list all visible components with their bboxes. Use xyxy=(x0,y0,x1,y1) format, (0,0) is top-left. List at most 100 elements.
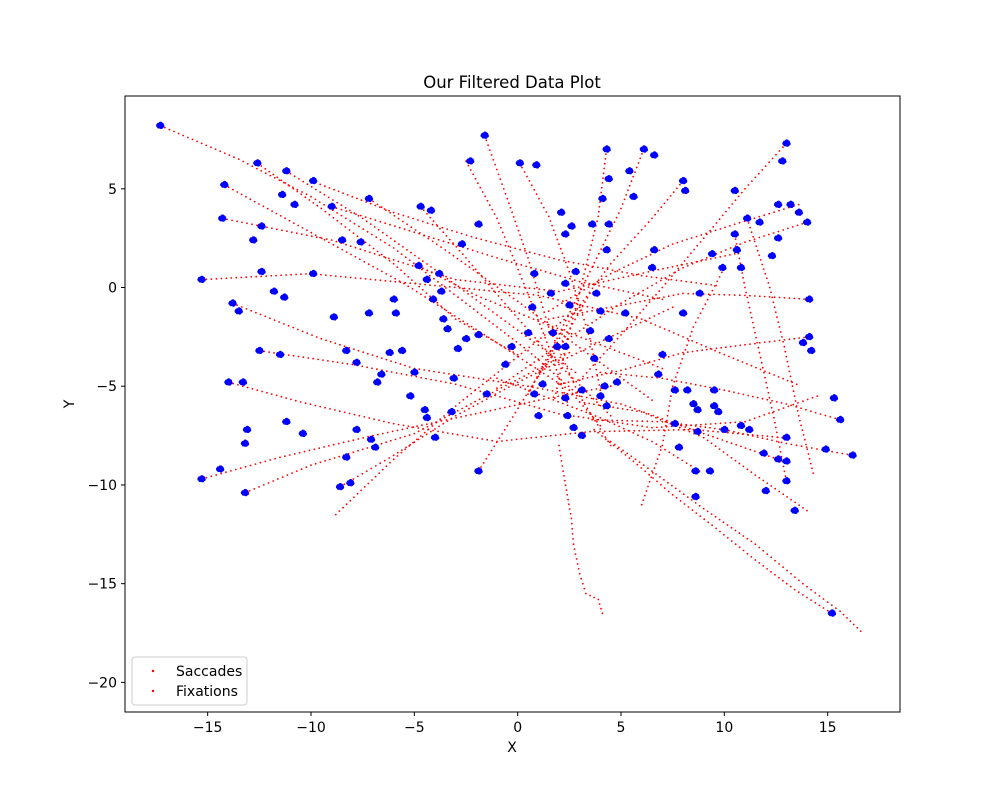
fixation-point xyxy=(280,353,285,357)
saccade-point xyxy=(372,265,374,268)
saccade-point xyxy=(599,424,602,427)
saccade-point xyxy=(210,278,213,280)
saccade-point xyxy=(620,304,622,307)
saccade-point xyxy=(480,238,483,241)
saccade-point xyxy=(404,448,407,451)
saccade-point xyxy=(786,379,789,382)
saccade-point xyxy=(755,366,757,369)
saccade-point xyxy=(816,448,818,450)
saccade-point xyxy=(559,332,562,335)
saccade-point xyxy=(692,326,695,328)
saccade-point xyxy=(327,196,330,199)
saccade-point xyxy=(755,336,757,339)
fixation-point xyxy=(313,179,318,184)
saccade-point xyxy=(578,293,580,295)
saccade-point xyxy=(774,426,777,429)
fixation-point xyxy=(428,297,433,302)
saccade-point xyxy=(225,277,228,280)
saccade-point xyxy=(551,378,554,380)
saccade-point xyxy=(643,429,645,432)
saccade-point xyxy=(642,289,644,292)
saccade-point xyxy=(447,311,450,314)
saccade-point xyxy=(738,294,741,297)
fixation-point xyxy=(576,270,580,274)
saccade-point xyxy=(459,320,461,323)
fixation-point xyxy=(627,167,632,171)
saccade-point xyxy=(250,276,253,278)
saccade-point xyxy=(523,375,525,377)
saccade-point xyxy=(788,297,791,299)
saccade-point xyxy=(226,218,229,221)
saccade-point xyxy=(714,515,717,518)
saccade-point xyxy=(593,283,596,286)
saccade-point xyxy=(241,221,243,224)
fixation-point xyxy=(233,301,237,306)
saccade-point xyxy=(782,229,785,231)
saccade-point xyxy=(451,229,453,232)
saccade-point xyxy=(420,293,422,296)
saccade-point xyxy=(545,435,547,438)
saccade-point xyxy=(599,343,602,346)
fixation-point xyxy=(798,341,803,345)
saccade-point xyxy=(520,303,523,306)
fixation-point xyxy=(437,269,442,274)
saccade-point xyxy=(599,428,602,430)
saccade-point xyxy=(695,282,698,284)
saccade-point xyxy=(396,455,399,457)
fixation-point xyxy=(722,425,727,430)
saccade-point xyxy=(533,341,536,344)
saccade-point xyxy=(360,199,363,202)
saccade-point xyxy=(578,330,581,332)
saccade-point xyxy=(563,391,566,394)
saccade-point xyxy=(535,268,537,270)
saccade-point xyxy=(396,429,399,432)
saccade-point xyxy=(754,295,756,297)
saccade-point xyxy=(262,205,265,208)
fixation-point xyxy=(698,408,702,413)
saccade-point xyxy=(572,261,575,264)
saccade-point xyxy=(381,432,384,435)
saccade-point xyxy=(778,490,781,493)
saccade-point xyxy=(681,240,684,242)
saccade-point xyxy=(233,156,235,159)
fixation-point xyxy=(479,469,483,474)
saccade-point xyxy=(544,336,546,339)
saccade-point xyxy=(534,281,537,284)
saccade-point xyxy=(613,443,616,446)
saccade-point xyxy=(547,354,550,357)
fixation-point xyxy=(602,404,607,408)
saccade-point xyxy=(625,194,628,196)
saccade-point xyxy=(737,195,740,198)
saccade-point xyxy=(737,392,740,395)
saccade-point xyxy=(528,261,531,264)
saccade-point xyxy=(722,451,725,453)
fixation-point xyxy=(400,346,405,351)
saccade-point xyxy=(744,447,747,449)
saccade-point xyxy=(643,393,645,396)
saccade-point xyxy=(323,193,326,196)
saccade-point xyxy=(692,292,695,295)
saccade-point xyxy=(564,319,567,322)
saccade-point xyxy=(436,304,439,306)
saccade-point xyxy=(541,306,544,309)
fixation-point xyxy=(243,488,248,493)
saccade-point xyxy=(582,284,585,286)
saccade-point xyxy=(709,426,711,429)
saccade-point xyxy=(530,437,533,439)
saccade-point xyxy=(698,504,701,507)
saccade-point xyxy=(568,270,571,273)
saccade-point xyxy=(306,332,309,335)
saccade-point xyxy=(506,197,509,200)
fixation-point xyxy=(805,335,809,339)
saccade-point xyxy=(500,384,502,387)
saccade-point xyxy=(265,275,268,277)
saccade-point xyxy=(463,323,466,326)
saccade-point xyxy=(610,306,613,308)
saccade-point xyxy=(802,400,804,403)
saccade-point xyxy=(372,247,375,250)
saccade-point xyxy=(593,596,595,599)
fixation-point xyxy=(821,447,826,452)
saccade-point xyxy=(583,587,586,590)
fixation-point xyxy=(278,192,282,197)
fixation-point xyxy=(439,287,444,292)
